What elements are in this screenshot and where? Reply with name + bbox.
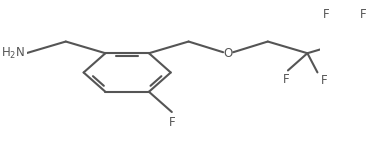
Text: O: O xyxy=(224,47,233,60)
Text: F: F xyxy=(283,73,290,86)
Text: H$_2$N: H$_2$N xyxy=(1,46,25,61)
Text: F: F xyxy=(321,74,328,87)
Text: F: F xyxy=(168,116,175,129)
Text: F: F xyxy=(360,8,366,21)
Text: F: F xyxy=(323,8,329,21)
